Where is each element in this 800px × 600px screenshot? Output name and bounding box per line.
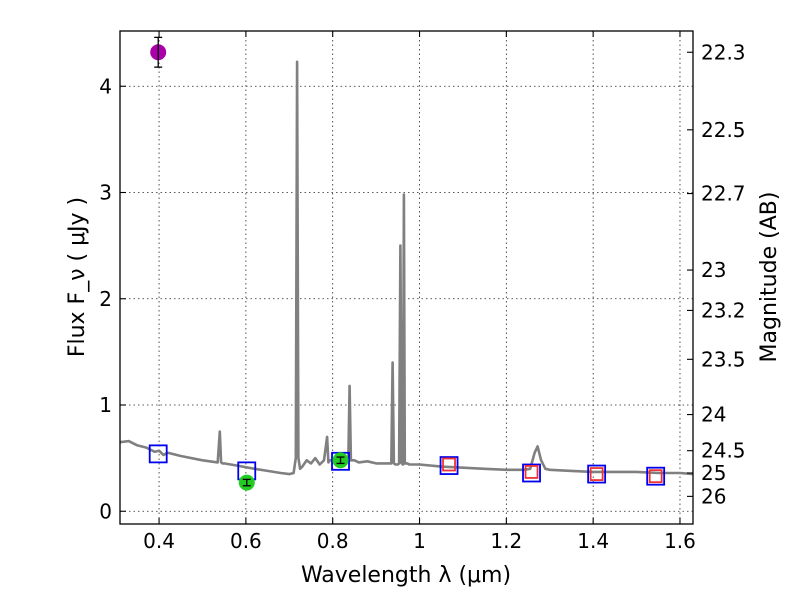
observed-photometry-marker [443, 459, 455, 471]
sed-chart: 0.4 0.6 0.8 1 1.2 1.4 1.60123422.322.522.72323… [0, 0, 800, 600]
observed-photometry-marker [591, 468, 603, 480]
right-tick-label: 24.5 [701, 439, 746, 463]
plot-frame [120, 31, 693, 524]
right-tick-label: 22.3 [701, 40, 746, 64]
right-tick-label: 23.2 [701, 298, 746, 322]
data-series [120, 37, 693, 490]
x-tick-label: 1.6 [664, 529, 696, 553]
y-tick-label: 3 [99, 181, 112, 205]
x-tick-label: 0.4 [143, 529, 175, 553]
y-axis-label: Flux F_ν ( μJy ) [65, 197, 90, 357]
spectrum-line [120, 62, 693, 474]
x-tick-label: 0.8 [317, 529, 349, 553]
y-tick-label: 4 [99, 74, 112, 98]
right-tick-label: 22.5 [701, 118, 746, 142]
y-tick-label: 0 [99, 499, 112, 523]
right-tick-label: 25 [701, 461, 726, 485]
x-tick-label: 1.2 [490, 529, 522, 553]
axis-ticks: 0.4 0.6 0.8 1 1.2 1.4 1.60123422.322.522.72323… [99, 31, 745, 553]
right-tick-label: 22.7 [701, 182, 746, 206]
x-tick-label: 1 [413, 529, 426, 553]
right-axis-label: Magnitude (AB) [757, 192, 782, 363]
y-tick-label: 1 [99, 393, 112, 417]
x-axis-label: Wavelength λ (μm) [301, 563, 511, 588]
y-tick-label: 2 [99, 287, 112, 311]
grid-lines [120, 31, 693, 524]
right-tick-label: 23 [701, 258, 726, 282]
x-tick-label: 0.6 [230, 529, 262, 553]
right-tick-label: 24 [701, 403, 726, 427]
x-tick-label: 1.4 [577, 529, 609, 553]
right-tick-label: 23.5 [701, 347, 746, 371]
right-tick-label: 26 [701, 484, 726, 508]
